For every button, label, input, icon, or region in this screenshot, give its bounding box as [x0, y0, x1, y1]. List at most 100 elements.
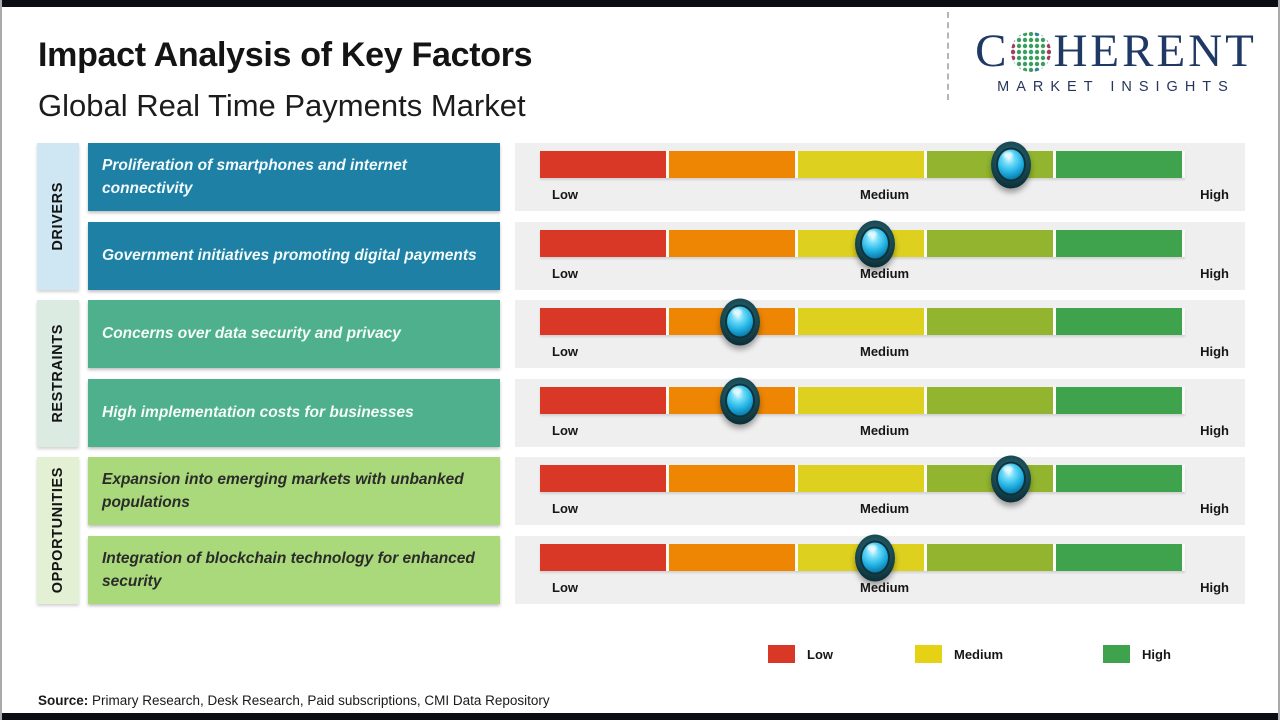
segment-low	[540, 151, 669, 178]
category-label-opportunities: OPPORTUNITIES	[37, 457, 79, 604]
legend-swatch-medium	[915, 645, 942, 663]
factor-text: High implementation costs for businesses	[102, 404, 414, 422]
scale-label-medium: Medium	[860, 580, 910, 595]
segment-low	[540, 465, 669, 492]
impact-scale-bar	[540, 141, 1185, 188]
segment-medium	[798, 465, 927, 492]
globe-icon	[1011, 31, 1052, 72]
group-restraints: RESTRAINTS Concerns over data security a…	[37, 298, 1245, 447]
factor-box: Expansion into emerging markets with unb…	[88, 457, 500, 525]
logo-text-start: C	[975, 25, 1010, 77]
impact-marker[interactable]	[990, 141, 1031, 188]
segment-high	[1056, 387, 1185, 414]
impact-marker[interactable]	[855, 534, 896, 581]
factor-text: Proliferation of smartphones and interne…	[102, 156, 407, 197]
legend-label: Medium	[954, 646, 1004, 662]
impact-scale-bar	[540, 377, 1185, 424]
factor-text: Concerns over data security and privacy	[102, 325, 401, 343]
impact-scale-panel: Low Medium High	[515, 141, 1245, 211]
scale-label-high: High	[1200, 423, 1229, 438]
scale-label-low: Low	[552, 423, 578, 438]
segment-high	[1056, 465, 1185, 492]
scale-label-low: Low	[552, 187, 578, 202]
legend-item-low: Low	[768, 645, 833, 663]
factor-box: High implementation costs for businesses	[88, 379, 500, 447]
legend-item-high: High	[1103, 645, 1171, 663]
impact-marker[interactable]	[719, 298, 760, 345]
scale-label-high: High	[1200, 266, 1229, 281]
segment-medium	[798, 387, 927, 414]
source-note: Source: Primary Research, Desk Research,…	[38, 693, 550, 708]
impact-scale-bar	[540, 298, 1185, 345]
segment-low-medium	[669, 151, 798, 178]
segment-high	[1056, 544, 1185, 571]
logo-tagline: MARKET INSIGHTS	[997, 79, 1235, 95]
impact-marker[interactable]	[855, 220, 896, 267]
impact-marker[interactable]	[990, 455, 1031, 502]
factor-box: Concerns over data security and privacy	[88, 300, 500, 368]
logo-wordmark: C HERENT	[968, 28, 1264, 75]
legend-swatch-high	[1103, 645, 1130, 663]
factor-text: Expansion into emerging markets with unb…	[102, 470, 464, 511]
factor-box: Government initiatives promoting digital…	[88, 222, 500, 290]
segment-medium	[798, 151, 927, 178]
factor-box: Integration of blockchain technology for…	[88, 536, 500, 604]
legend-swatch-low	[768, 645, 795, 663]
header-dashed-divider	[947, 12, 949, 100]
group-opportunities: OPPORTUNITIES Expansion into emerging ma…	[37, 455, 1245, 604]
segment-medium-high	[927, 387, 1056, 414]
group-drivers: DRIVERS Proliferation of smartphones and…	[37, 141, 1245, 290]
impact-scale-panel: Low Medium High	[515, 455, 1245, 525]
source-text: Primary Research, Desk Research, Paid su…	[88, 693, 550, 708]
coherent-logo: C HERENT MARKET INSIGHTS	[968, 28, 1264, 96]
segment-medium-high	[927, 308, 1056, 335]
segment-medium-high	[927, 230, 1056, 257]
legend-label: High	[1142, 646, 1171, 662]
top-border	[0, 0, 1280, 7]
segment-low	[540, 308, 669, 335]
impact-scale-bar	[540, 220, 1185, 267]
segment-high	[1056, 230, 1185, 257]
logo-text-end: HERENT	[1053, 25, 1257, 77]
scale-label-high: High	[1200, 580, 1229, 595]
scale-label-high: High	[1200, 344, 1229, 359]
left-border	[0, 0, 2, 720]
factor-text: Integration of blockchain technology for…	[102, 549, 475, 590]
impact-scale-panel: Low Medium High	[515, 377, 1245, 447]
segment-low-medium	[669, 465, 798, 492]
scale-label-medium: Medium	[860, 423, 910, 438]
segment-high	[1056, 151, 1185, 178]
scale-label-medium: Medium	[860, 344, 910, 359]
impact-marker[interactable]	[719, 377, 760, 424]
scale-label-medium: Medium	[860, 501, 910, 516]
scale-label-medium: Medium	[860, 266, 910, 281]
page-title: Impact Analysis of Key Factors	[38, 36, 533, 74]
impact-scale-bar	[540, 534, 1185, 581]
impact-scale-panel: Low Medium High	[515, 534, 1245, 604]
scale-label-low: Low	[552, 344, 578, 359]
source-label: Source:	[38, 693, 89, 708]
segment-low-medium	[669, 230, 798, 257]
segment-low-medium	[669, 544, 798, 571]
segment-low	[540, 387, 669, 414]
factor-box: Proliferation of smartphones and interne…	[88, 143, 500, 211]
scale-label-medium: Medium	[860, 187, 910, 202]
impact-scale-panel: Low Medium High	[515, 220, 1245, 290]
impact-scale-panel: Low Medium High	[515, 298, 1245, 368]
segment-low	[540, 544, 669, 571]
segment-medium-high	[927, 544, 1056, 571]
legend-label: Low	[807, 646, 833, 662]
category-label-restraints: RESTRAINTS	[37, 300, 79, 447]
right-border	[1278, 0, 1280, 720]
segment-low	[540, 230, 669, 257]
scale-label-high: High	[1200, 501, 1229, 516]
legend-item-medium: Medium	[915, 645, 1003, 663]
factor-text: Government initiatives promoting digital…	[102, 247, 477, 265]
legend: Low Medium High	[768, 645, 1262, 667]
impact-scale-bar	[540, 455, 1185, 502]
scale-label-low: Low	[552, 501, 578, 516]
bottom-border	[0, 713, 1280, 720]
impact-analysis-matrix: DRIVERS Proliferation of smartphones and…	[37, 141, 1245, 604]
scale-label-low: Low	[552, 580, 578, 595]
segment-medium	[798, 308, 927, 335]
